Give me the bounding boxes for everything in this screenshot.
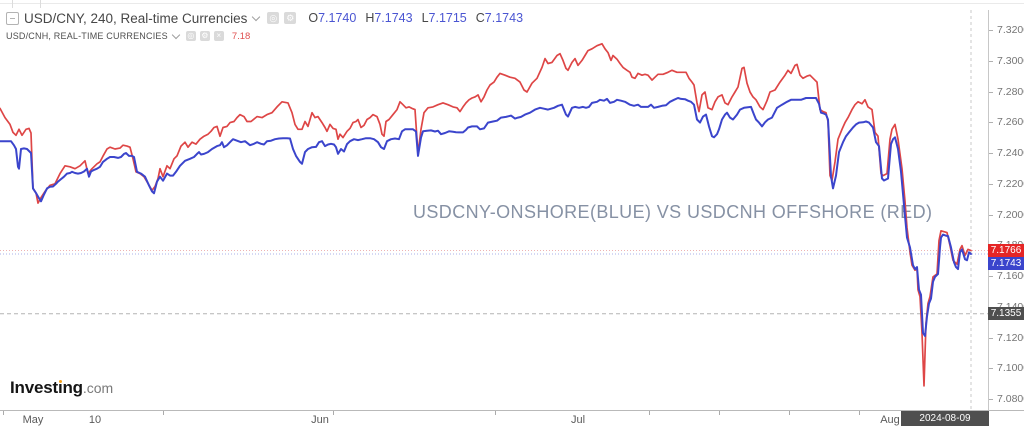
minus-glyph (10, 17, 15, 19)
price-tick-label: 7.3200 (997, 24, 1024, 36)
blue-price-badge: 7.1743 (988, 257, 1024, 270)
price-tick-mark (989, 399, 993, 400)
close-icon[interactable]: × (213, 31, 224, 41)
price-tick-mark (989, 337, 993, 339)
series-line (0, 97, 972, 337)
chevron-down-icon[interactable] (252, 12, 261, 22)
red-price-badge: 7.1766 (988, 244, 1024, 257)
price-tick-label: 7.0800 (997, 393, 1024, 405)
investing-logo[interactable]: Investı ng.com (10, 378, 113, 398)
time-tick-mark (163, 411, 164, 415)
logo-i: ı (57, 378, 63, 397)
price-tick-mark (989, 122, 993, 124)
time-tick-label: 10 (88, 414, 102, 426)
low-value: L7.1715 (421, 11, 467, 25)
pane-grip[interactable] (12, 0, 41, 8)
collapse-pane-icon[interactable] (6, 11, 19, 25)
price-tick-mark (989, 60, 993, 62)
settings-icon[interactable]: ⚙ (199, 31, 210, 41)
time-tick-label: May (22, 414, 44, 426)
time-tick-mark (333, 411, 334, 415)
price-tick-label: 7.2400 (997, 147, 1024, 159)
price-tick-mark (989, 368, 993, 370)
time-tick-mark (649, 411, 650, 415)
time-tick-label: Jul (570, 414, 586, 426)
overlay-symbol-title[interactable]: USD/CNH, REAL-TIME CURRENCIES (6, 31, 168, 41)
chevron-down-icon[interactable] (171, 30, 181, 40)
series-line (0, 42, 972, 387)
price-tick-label: 7.2000 (997, 208, 1024, 221)
dark-price-badge: 7.1355 (988, 307, 1024, 321)
visibility-icon[interactable]: ◎ (267, 12, 280, 24)
overlay-series-legend-row: USD/CNH, REAL-TIME CURRENCIES ◎ ⚙ × 7.18 (6, 30, 523, 42)
high-value: H7.1743 (365, 11, 413, 25)
visibility-icon[interactable]: ◎ (185, 31, 196, 41)
logo-text: Invest (10, 378, 58, 397)
main-series-legend-row: USD/CNY, 240, Real-time Currencies ◎ ⚙ O… (6, 9, 523, 27)
price-tick-label: 7.1600 (997, 270, 1024, 282)
price-axis-border[interactable] (988, 10, 989, 410)
price-tick-mark (989, 183, 993, 185)
time-tick-mark (719, 411, 720, 415)
chart-legend: USD/CNY, 240, Real-time Currencies ◎ ⚙ O… (6, 9, 523, 42)
ohlc-values: O7.1740 H7.1743 L7.1715 C7.1743 (308, 11, 523, 25)
time-tick-mark (3, 411, 4, 415)
time-tick-mark (495, 411, 496, 415)
price-tick-label: 7.2800 (997, 85, 1024, 98)
price-tick-label: 7.2600 (997, 116, 1024, 129)
open-value: O7.1740 (308, 11, 357, 25)
price-tick-label: 7.1000 (997, 362, 1024, 375)
logo-text: ng (62, 378, 83, 397)
time-axis-border[interactable] (0, 410, 1024, 411)
price-tick-label: 7.2200 (997, 177, 1024, 190)
logo-orange-dot-icon (58, 379, 63, 383)
pane-top-border (0, 3, 1024, 4)
crosshair-time-badge: 2024-08-09 04:00:00 (901, 411, 989, 430)
price-tick-label: 7.1200 (997, 331, 1024, 344)
symbol-title[interactable]: USD/CNY, 240, Real-time Currencies (24, 10, 248, 26)
price-tick-mark (989, 276, 993, 277)
time-tick-label: Aug (880, 414, 900, 426)
price-tick-mark (989, 30, 993, 31)
time-tick-mark (859, 411, 860, 415)
price-tick-mark (989, 214, 993, 216)
chart-watermark: USDCNY-ONSHORE(BLUE) VS USDCNH OFFSHORE … (413, 202, 933, 222)
time-tick-mark (789, 411, 790, 415)
price-tick-mark (989, 153, 993, 154)
price-tick-label: 7.3000 (997, 54, 1024, 67)
settings-icon[interactable]: ⚙ (284, 12, 297, 24)
close-value: C7.1743 (475, 11, 524, 25)
logo-domain: .com (82, 380, 114, 396)
price-tick-mark (989, 91, 993, 93)
time-tick-label: Jun (311, 414, 329, 426)
overlay-last-price: 7.18 (231, 30, 251, 42)
